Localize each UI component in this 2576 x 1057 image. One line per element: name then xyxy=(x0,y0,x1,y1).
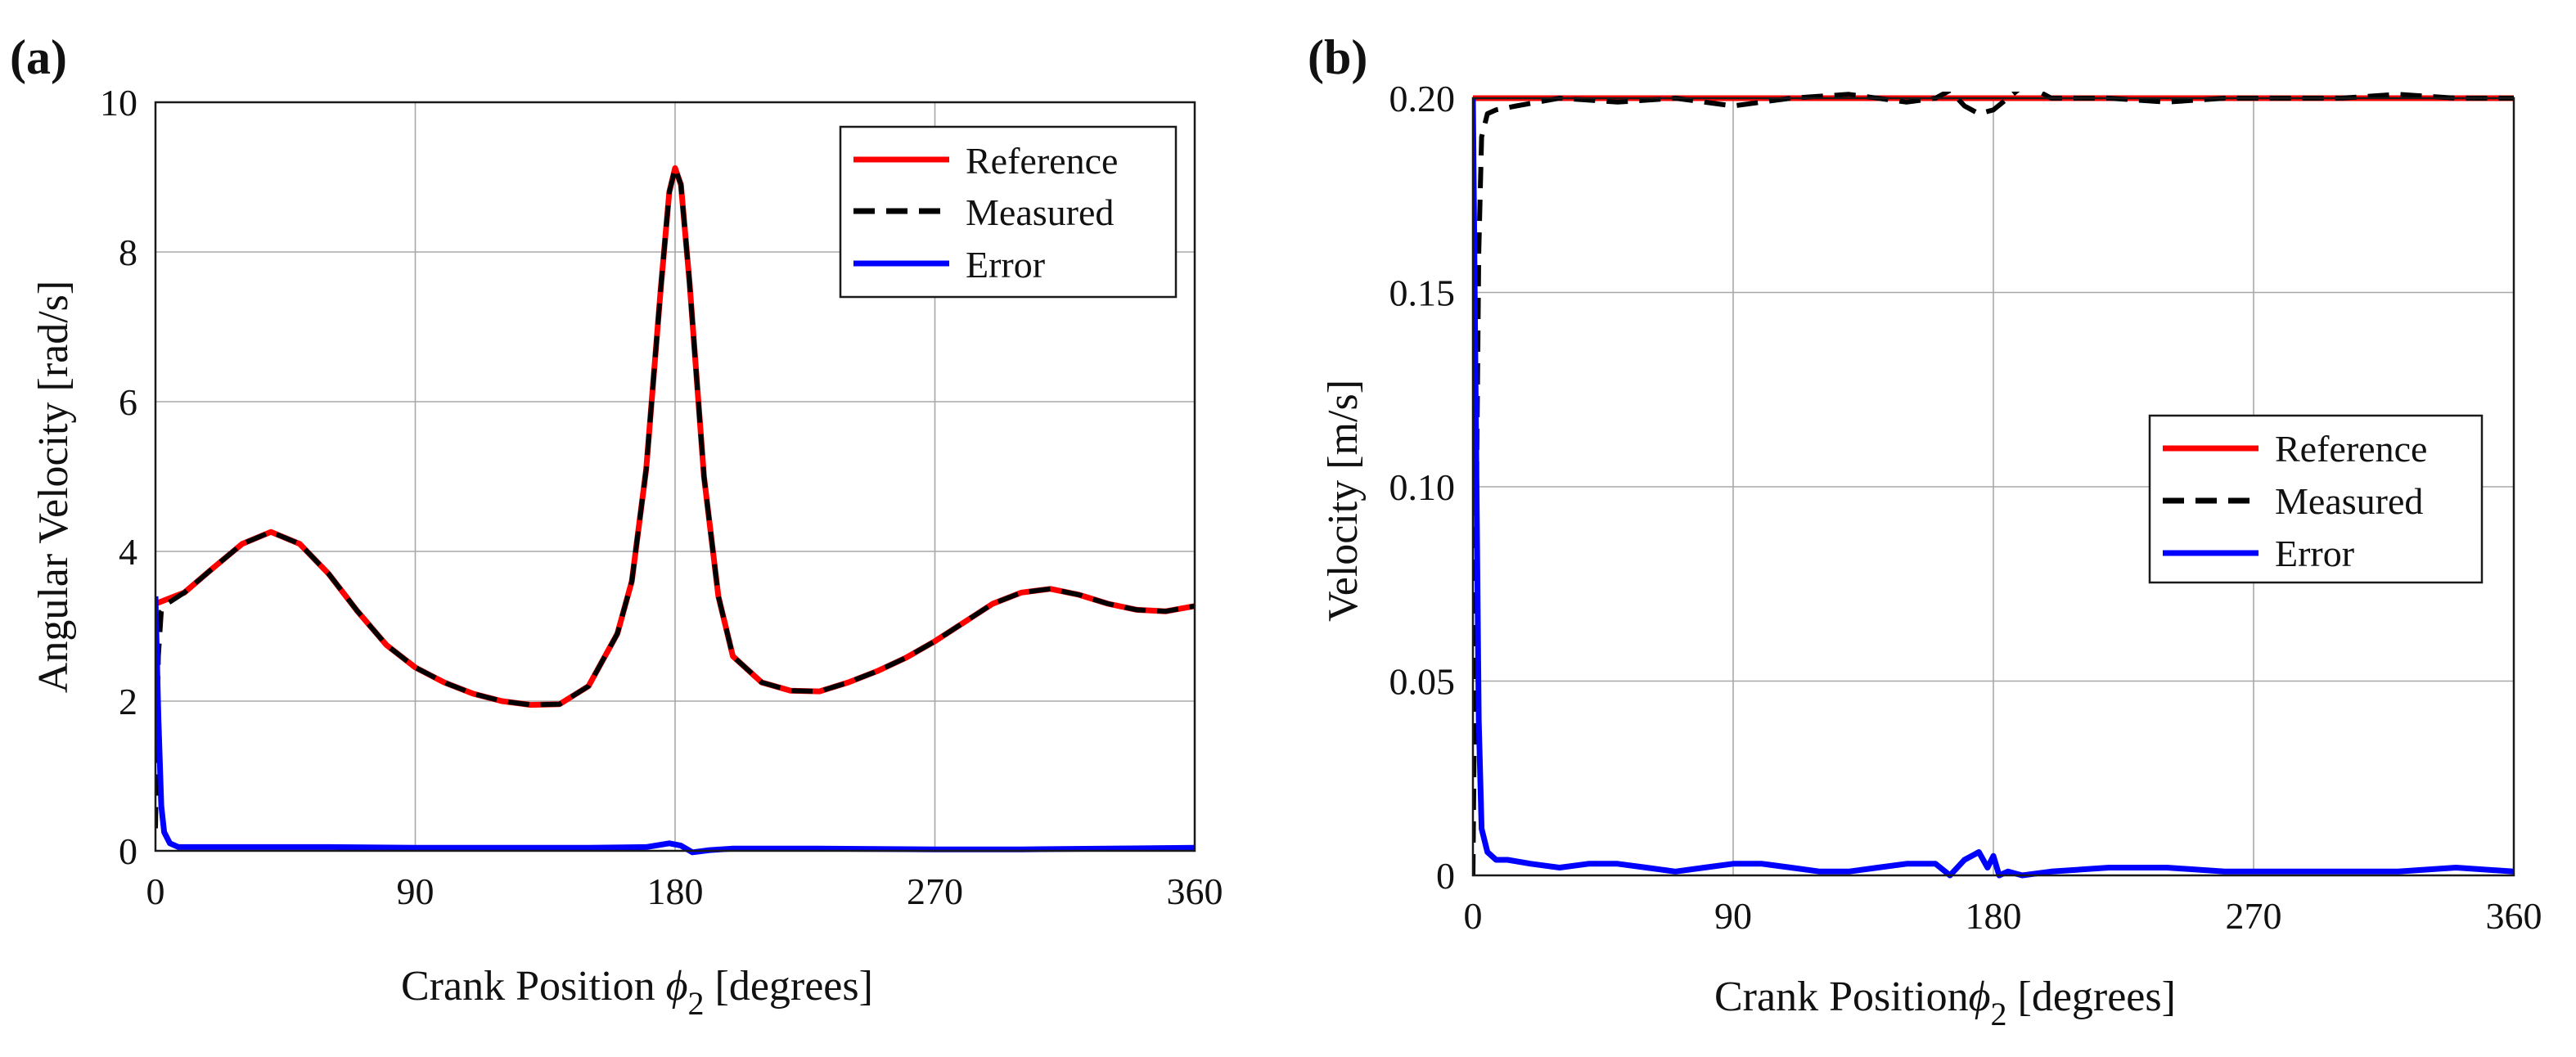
panel-a-x-tick-label-2: 180 xyxy=(647,870,704,912)
panel-b-frame xyxy=(1471,97,2515,877)
panel-b-series-error-line xyxy=(1473,97,2514,879)
panel-a-y-tick-label-2: 4 xyxy=(119,531,137,573)
panel-b-y-tick-label-1: 0.05 xyxy=(1389,661,1456,703)
panel-b-x-tick-label-1: 90 xyxy=(1714,895,1752,937)
panel-a-x-tick-label-1: 90 xyxy=(397,870,435,912)
panel-a-chart: (a) 0 90 180 270 360 0 2 4 6 8 10 Crank Position ϕ… xyxy=(10,30,1223,1022)
panel-b-y-tick-label-4: 0.20 xyxy=(1389,78,1456,119)
panel-b-x-tick-label-0: 0 xyxy=(1464,895,1483,937)
panel-b-y-tick-label-3: 0.15 xyxy=(1389,272,1456,314)
panel-a-x-label-symbol: ϕ xyxy=(666,963,688,1010)
panel-a-series-error-line xyxy=(155,596,1195,856)
panel-b-x-tick-label-2: 180 xyxy=(1966,895,2022,937)
legend-label-reference: Reference xyxy=(966,140,1118,182)
panel-a-series-measured-line xyxy=(155,165,1195,829)
panel-a-y-tick-label-4: 8 xyxy=(119,232,137,273)
panel-a-x-label-main: Crank Position xyxy=(401,963,666,1010)
panel-a-x-axis-label: Crank Position ϕ2 [degrees] xyxy=(401,963,873,1022)
legend-label-measured: Measured xyxy=(2275,480,2423,522)
panel-a-x-tick-label-4: 360 xyxy=(1167,870,1223,912)
panel-b-x-tick-label-4: 360 xyxy=(2486,895,2542,937)
panel-b-x-axis-label: Crank Positionϕ2 [degrees] xyxy=(1714,974,2176,1032)
panel-b-y-axis-label: Velocity [m/s] xyxy=(1320,380,1367,622)
panel-b-x-label-unit: [degrees] xyxy=(2007,974,2176,1020)
panel-a-frame xyxy=(154,101,1196,852)
panel-a-y-tick-label-1: 2 xyxy=(119,681,137,722)
panel-b-x-tick-label-3: 270 xyxy=(2226,895,2282,937)
legend-label-error: Error xyxy=(966,244,1045,286)
legend-label-measured: Measured xyxy=(966,191,1114,233)
panel-a-x-label-subscript: 2 xyxy=(688,985,705,1022)
panel-b-chart: (b) 0 90 180 270 360 0 0.05 0.10 0.15 0.20 Crank … xyxy=(1308,30,2542,1032)
panel-a-y-tick-label-5: 10 xyxy=(100,82,137,124)
panel-b-x-label-subscript: 2 xyxy=(1991,996,2007,1032)
legend-label-reference: Reference xyxy=(2275,428,2427,470)
panel-a-y-tick-label-0: 0 xyxy=(119,830,137,872)
panel-a-x-label-unit: [degrees] xyxy=(705,963,873,1010)
panel-a-y-axis-label: Angular Velocity [rad/s] xyxy=(30,281,77,693)
panel-b-label: (b) xyxy=(1308,30,1367,84)
panel-b-y-tick-label-0: 0 xyxy=(1436,855,1455,897)
panel-b-x-label-symbol: ϕ xyxy=(1969,974,1991,1020)
panel-b-x-label-main: Crank Position xyxy=(1714,974,1969,1020)
panel-a-x-tick-label-0: 0 xyxy=(146,870,165,912)
panel-a-legend: Reference Measured Error xyxy=(839,125,1178,299)
panel-a-series xyxy=(155,165,1195,856)
panel-b-y-tick-label-2: 0.10 xyxy=(1389,466,1456,508)
legend-label-error: Error xyxy=(2275,533,2354,574)
panel-b-ticks: 0 90 180 270 360 0 0.05 0.10 0.15 0.20 xyxy=(1389,78,2542,937)
panel-a-y-tick-label-3: 6 xyxy=(119,381,137,423)
panel-b-legend: Reference Measured Error xyxy=(2148,414,2484,584)
panel-b-grid xyxy=(1473,98,2514,875)
panel-a-x-tick-label-3: 270 xyxy=(907,870,963,912)
panel-a-ticks: 0 90 180 270 360 0 2 4 6 8 10 xyxy=(100,82,1223,912)
panel-a-label: (a) xyxy=(10,30,67,84)
